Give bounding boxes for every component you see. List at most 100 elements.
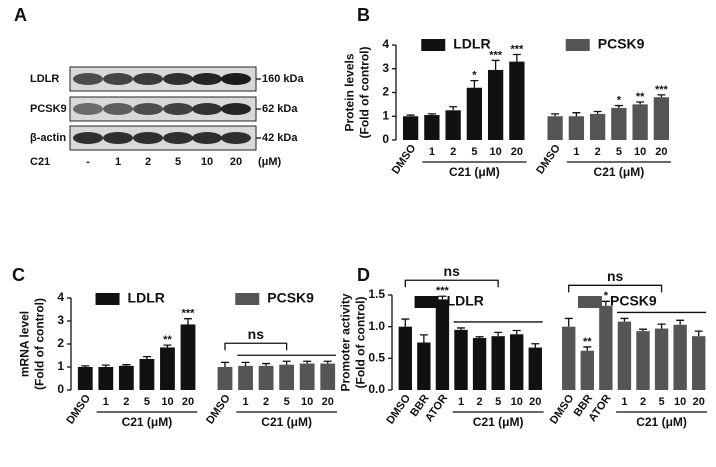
error-bar — [639, 328, 647, 332]
bar — [217, 367, 233, 390]
y-label-line: (Fold of control) — [33, 298, 47, 390]
blot-band — [192, 73, 222, 85]
error-bar — [323, 360, 332, 364]
error-bar — [657, 323, 666, 329]
x-tick-label: 5 — [471, 146, 477, 158]
size-label: 160 kDa — [262, 73, 304, 85]
bar — [589, 113, 606, 140]
error-bar — [620, 317, 629, 322]
size-label: 42 kDa — [262, 132, 298, 144]
blot-band — [163, 132, 193, 144]
significance: *** — [182, 308, 196, 320]
x-tick-label: DMSO — [534, 142, 563, 176]
bar — [258, 365, 274, 390]
bracket — [568, 284, 663, 293]
error-bar — [122, 364, 131, 366]
error-bar — [694, 330, 703, 337]
legend-swatch — [565, 39, 590, 51]
error-bar — [101, 364, 110, 367]
bar — [238, 365, 253, 390]
blot-band — [192, 132, 222, 144]
blot-band — [192, 103, 222, 115]
x-tick-label: 2 — [640, 396, 646, 408]
x-tick-label: 10 — [301, 396, 313, 408]
x-tick-label: 5 — [495, 396, 501, 408]
significance: *** — [655, 84, 669, 96]
lane-label: 10 — [201, 156, 213, 168]
y-label-line: Protein levels — [343, 53, 357, 131]
blot-band — [163, 73, 193, 85]
group-label: C21 (μM) — [473, 415, 524, 429]
treatment-label: C21 — [30, 156, 50, 168]
bracket — [404, 279, 499, 288]
bar — [617, 321, 632, 390]
error-bar — [491, 59, 500, 70]
y-tick-label: 2 — [382, 85, 389, 99]
bar — [417, 342, 431, 390]
bar — [98, 367, 114, 390]
x-tick-label: 20 — [322, 396, 334, 408]
blot-band — [73, 73, 103, 85]
bar — [466, 87, 483, 140]
error-bar — [406, 114, 415, 117]
bracket-label: ns — [607, 268, 624, 284]
bar — [599, 305, 613, 390]
error-bar — [531, 343, 540, 348]
legend-label: PCSK9 — [598, 36, 645, 52]
error-bar — [512, 53, 521, 62]
blot-band — [133, 103, 163, 115]
bar — [160, 347, 175, 390]
group-label: C21 (μM) — [261, 415, 312, 429]
y-tick-label: 1 — [57, 359, 64, 373]
error-bar — [583, 346, 592, 351]
lane-label: 2 — [145, 156, 151, 168]
significance: ** — [636, 91, 645, 103]
x-tick-label: 2 — [477, 396, 483, 408]
x-tick-label: DMSO — [390, 142, 419, 176]
blot-band — [221, 73, 251, 85]
panel-label: D — [357, 265, 370, 285]
error-bar — [401, 318, 410, 327]
legend-swatch — [421, 39, 446, 51]
x-tick-label: 1 — [573, 146, 579, 158]
blot-band — [163, 103, 193, 115]
x-tick-label: 5 — [284, 396, 290, 408]
lane-label: 20 — [230, 156, 242, 168]
legend-label: LDLR — [128, 290, 165, 306]
x-tick-label: 20 — [529, 396, 541, 408]
lane-label: 1 — [115, 156, 121, 168]
bar — [611, 107, 627, 140]
blot-band — [133, 132, 163, 144]
bar — [692, 336, 706, 390]
size-label: 62 kDa — [262, 103, 298, 115]
x-tick-label: 2 — [123, 396, 129, 408]
error-bar — [593, 110, 602, 114]
x-tick-label: 1 — [621, 396, 627, 408]
panel-label: C — [12, 265, 25, 285]
bar — [528, 347, 542, 390]
row-label: LDLR — [30, 73, 59, 85]
legend-swatch — [95, 293, 120, 305]
x-tick-label: 10 — [634, 146, 646, 158]
bar — [568, 116, 585, 140]
lane-label: - — [86, 156, 90, 168]
bar — [562, 326, 576, 390]
bar — [509, 61, 525, 140]
bar — [673, 324, 687, 390]
unit-label: (μM) — [258, 156, 282, 168]
x-tick-label: 10 — [490, 146, 502, 158]
legend-label: LDLR — [453, 36, 490, 52]
x-tick-label: 1 — [242, 396, 248, 408]
error-bar — [601, 300, 610, 306]
y-label: Promoter activity (Fold of control) — [339, 293, 368, 391]
error-bar — [572, 112, 581, 117]
significance: *** — [489, 49, 503, 61]
significance: ** — [583, 336, 592, 348]
row-label: β-actin — [30, 132, 66, 144]
bar — [398, 326, 412, 390]
y-tick-label: 0.0 — [368, 382, 385, 396]
error-bar — [303, 360, 312, 364]
x-tick-label: 5 — [616, 146, 622, 158]
x-tick-label: 5 — [144, 396, 150, 408]
x-tick-label: 5 — [659, 396, 665, 408]
